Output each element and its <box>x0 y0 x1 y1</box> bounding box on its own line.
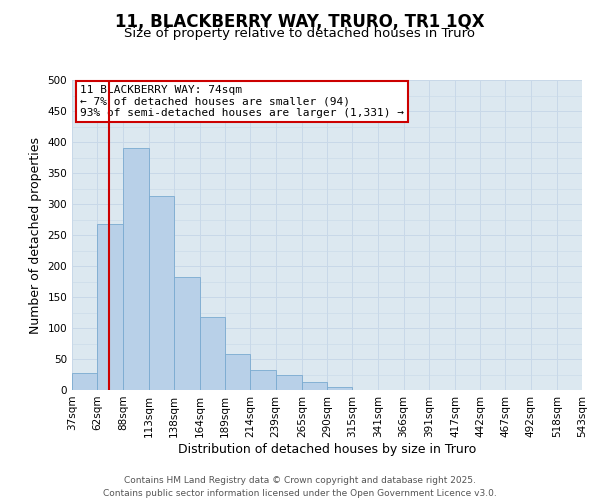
Bar <box>302 382 327 390</box>
Text: 11, BLACKBERRY WAY, TRURO, TR1 1QX: 11, BLACKBERRY WAY, TRURO, TR1 1QX <box>115 12 485 30</box>
Text: 11 BLACKBERRY WAY: 74sqm
← 7% of detached houses are smaller (94)
93% of semi-de: 11 BLACKBERRY WAY: 74sqm ← 7% of detache… <box>80 84 404 118</box>
Bar <box>275 374 302 390</box>
Bar <box>200 317 225 390</box>
Bar <box>149 196 174 390</box>
Bar <box>97 224 124 390</box>
X-axis label: Distribution of detached houses by size in Truro: Distribution of detached houses by size … <box>178 442 476 456</box>
Bar <box>250 370 275 390</box>
Text: Contains HM Land Registry data © Crown copyright and database right 2025.
Contai: Contains HM Land Registry data © Crown c… <box>103 476 497 498</box>
Bar <box>124 148 149 390</box>
Bar <box>225 354 250 390</box>
Y-axis label: Number of detached properties: Number of detached properties <box>29 136 42 334</box>
Bar <box>174 276 200 390</box>
Bar <box>72 372 97 390</box>
Text: Size of property relative to detached houses in Truro: Size of property relative to detached ho… <box>125 28 476 40</box>
Bar <box>327 387 352 390</box>
